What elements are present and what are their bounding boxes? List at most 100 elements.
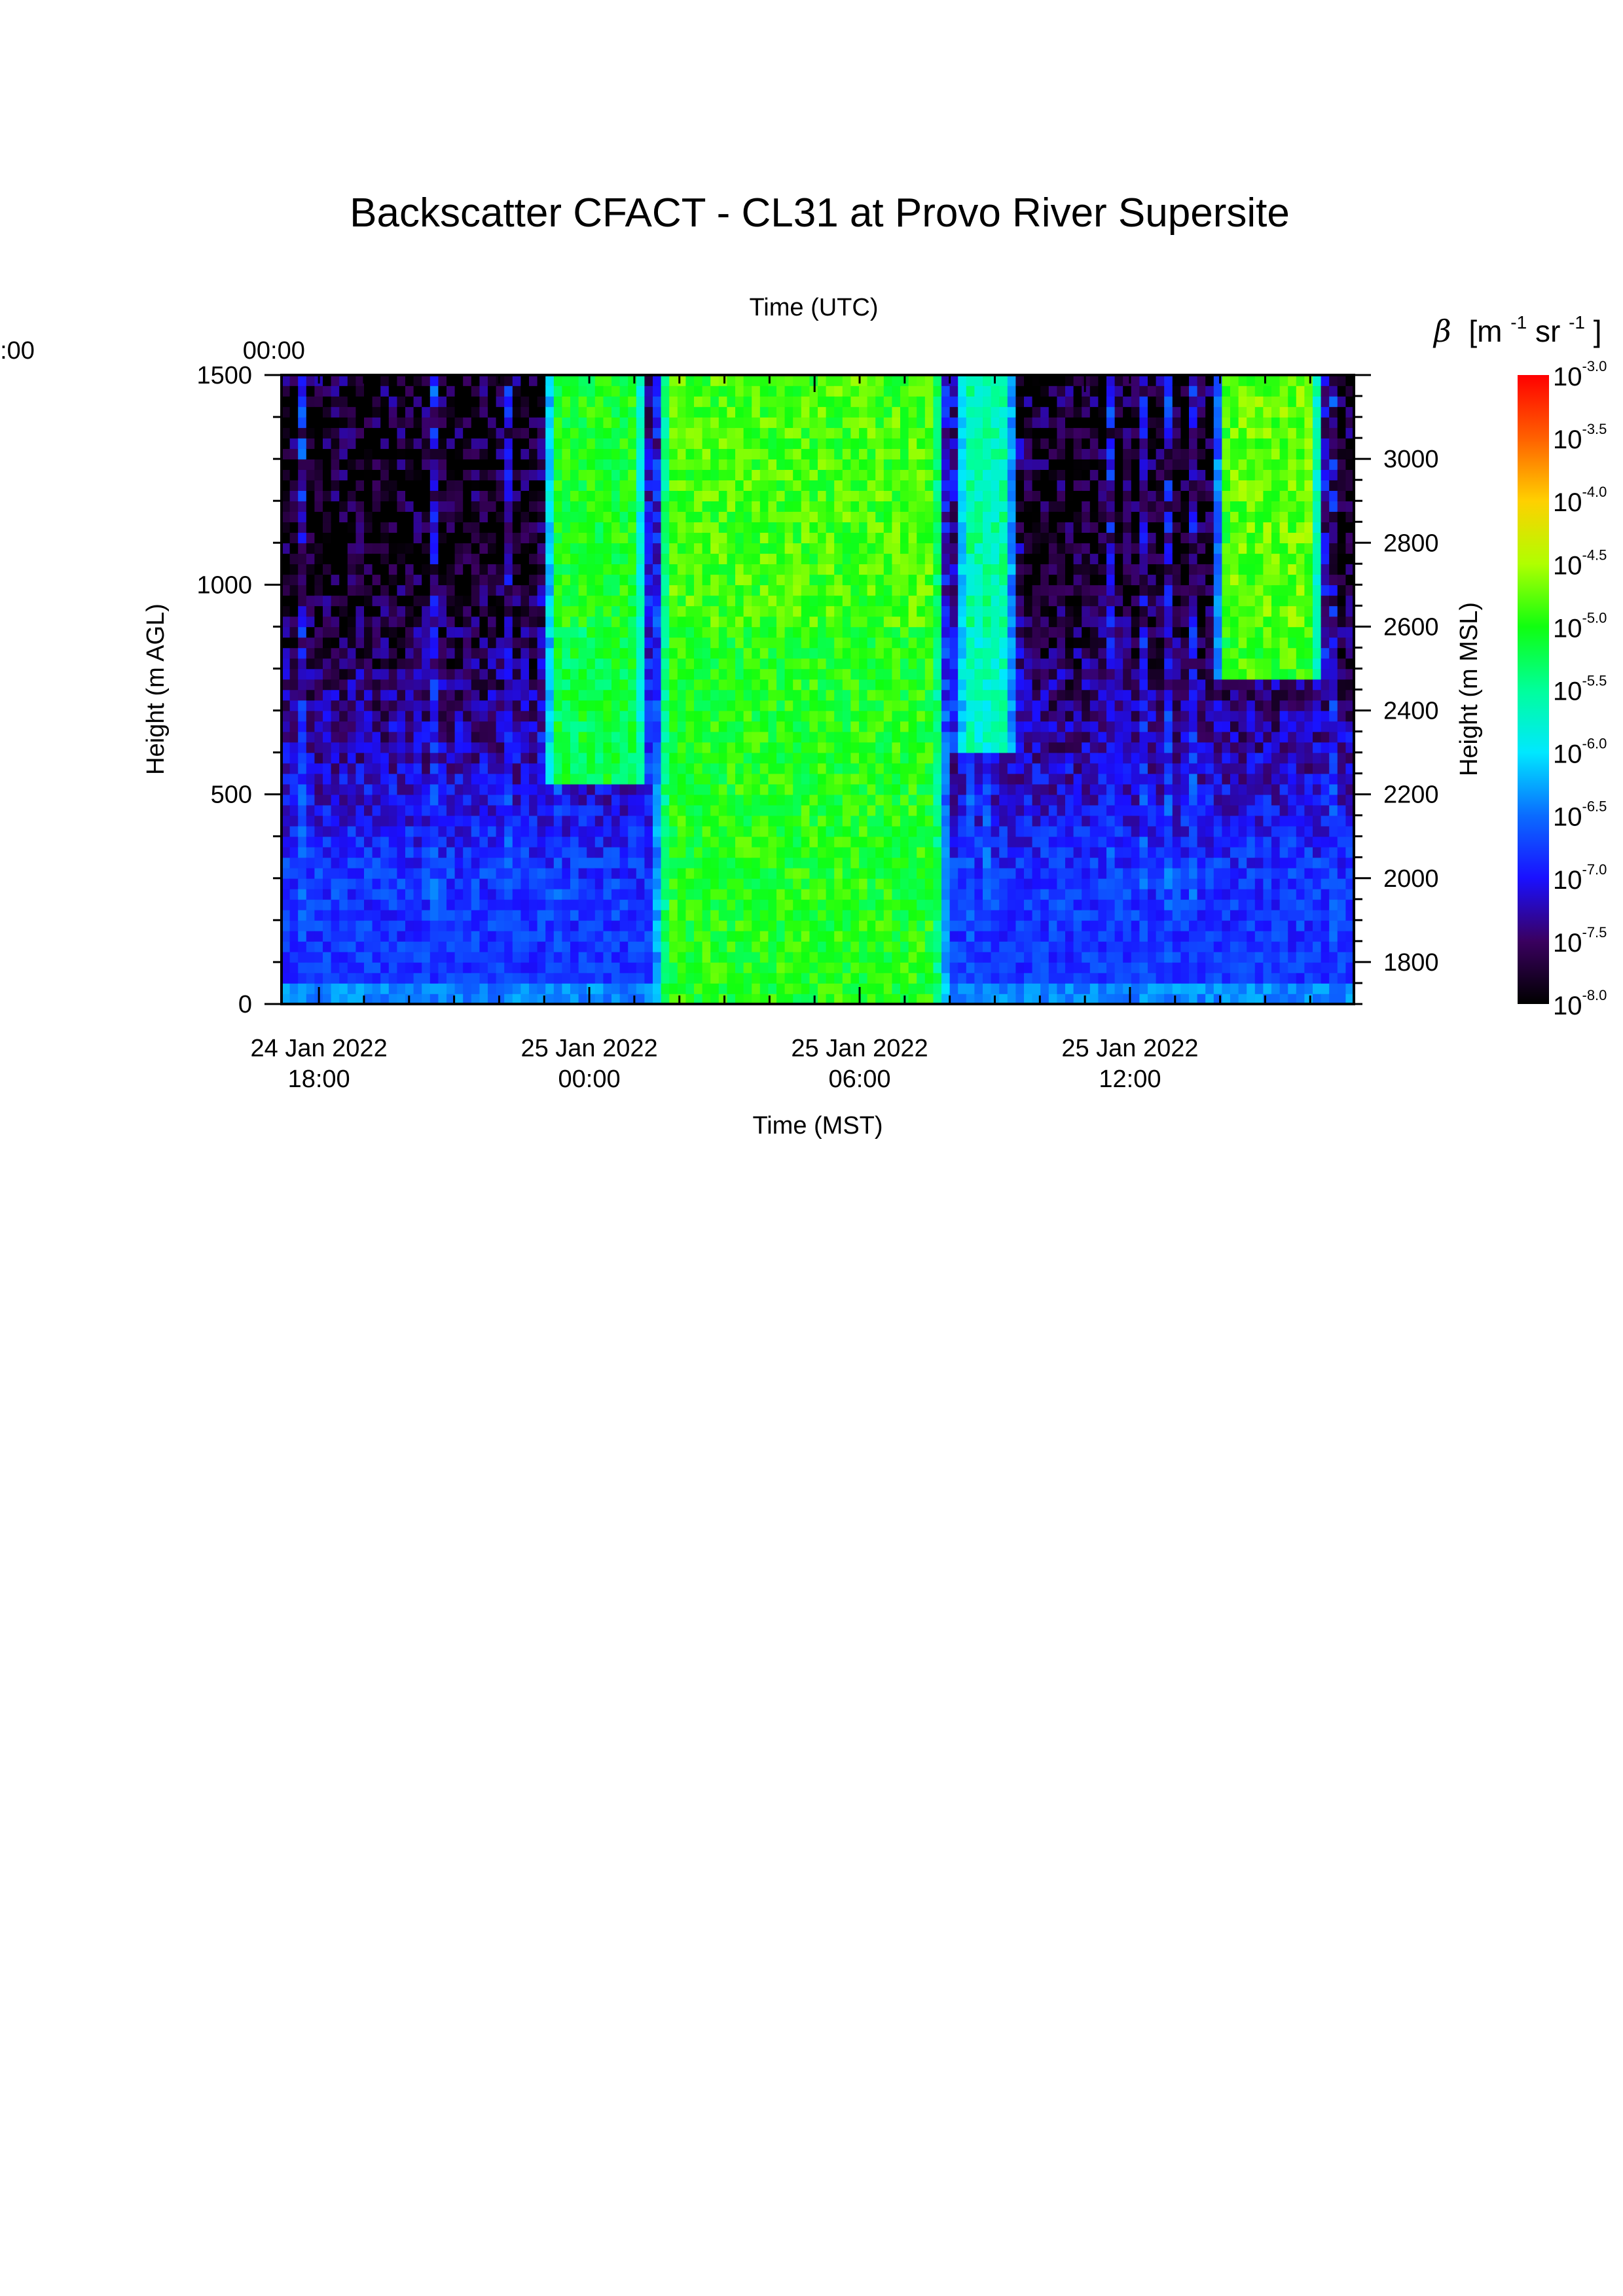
heatmap-cell (653, 480, 662, 491)
heatmap-cell (892, 857, 901, 869)
heatmap-cell (908, 490, 917, 501)
heatmap-cell (380, 647, 390, 659)
heatmap-cell (587, 626, 596, 638)
heatmap-cell (842, 532, 852, 544)
heatmap-cell (677, 721, 687, 732)
heatmap-cell (619, 647, 629, 659)
heatmap-cell (347, 637, 357, 649)
heatmap-cell (504, 417, 513, 428)
heatmap-cell (372, 941, 381, 952)
heatmap-cell (669, 469, 678, 480)
heatmap-cell (611, 700, 621, 711)
heatmap-cell (900, 501, 909, 512)
heatmap-cell (677, 804, 687, 816)
heatmap-cell (685, 647, 695, 659)
heatmap-cell (562, 553, 571, 565)
heatmap-cell (388, 930, 398, 942)
heatmap-cell (463, 742, 472, 753)
heatmap-cell (694, 846, 703, 858)
heatmap-cell (900, 762, 909, 774)
heatmap-cell (694, 825, 703, 837)
heatmap-cell (372, 438, 381, 449)
heatmap-cell (397, 427, 406, 439)
heatmap-cell (578, 501, 587, 512)
heatmap-cell (306, 564, 316, 575)
heatmap-cell (809, 543, 818, 554)
heatmap-cell (405, 815, 414, 827)
heatmap-cell (685, 972, 695, 984)
heatmap-cell (331, 480, 340, 491)
heatmap-cell (447, 427, 456, 439)
heatmap-cell (603, 752, 612, 764)
heatmap-cell (784, 700, 793, 711)
heatmap-cell (924, 867, 934, 879)
heatmap-cell (619, 867, 629, 879)
heatmap-cell (587, 448, 596, 459)
heatmap-cell (471, 490, 481, 501)
heatmap-cell (529, 961, 538, 973)
heatmap-cell (504, 543, 513, 554)
heatmap-cell (380, 700, 390, 711)
heatmap-cell (875, 564, 884, 575)
heatmap-cell (282, 920, 291, 931)
heatmap-cell (917, 930, 926, 942)
heatmap-cell (413, 972, 422, 984)
heatmap-cell (958, 417, 967, 428)
heatmap-cell (603, 679, 612, 691)
heatmap-cell (323, 878, 332, 889)
heatmap-cell (594, 553, 604, 565)
heatmap-cell (636, 511, 646, 523)
heatmap-cell (422, 595, 431, 607)
heatmap-cell (356, 888, 365, 900)
heatmap-cell (809, 783, 818, 795)
heatmap-cell (892, 783, 901, 795)
heatmap-cell (372, 543, 381, 554)
heatmap-cell (314, 794, 323, 806)
heatmap-cell (537, 658, 546, 670)
heatmap-cell (380, 972, 390, 984)
heatmap-cell (859, 480, 868, 491)
heatmap-cell (759, 846, 769, 858)
heatmap-cell (578, 752, 587, 764)
heatmap-cell (710, 700, 720, 711)
heatmap-cell (628, 438, 637, 449)
heatmap-cell (768, 930, 777, 942)
heatmap-cell (636, 532, 646, 544)
heatmap-cell (768, 532, 777, 544)
heatmap-cell (727, 909, 736, 921)
heatmap-cell (323, 386, 332, 397)
heatmap-cell (661, 406, 670, 418)
heatmap-cell (801, 427, 811, 439)
heatmap-cell (364, 595, 373, 607)
heatmap-cell (850, 658, 860, 670)
heatmap-cell (958, 584, 967, 596)
heatmap-cell (776, 951, 786, 963)
heatmap-cell (826, 783, 835, 795)
heatmap-cell (479, 993, 488, 1005)
heatmap-cell (314, 647, 323, 659)
heatmap-cell (702, 511, 711, 523)
heatmap-cell (636, 396, 646, 407)
heatmap-cell (850, 605, 860, 617)
heatmap-cell (422, 480, 431, 491)
heatmap-cell (793, 658, 802, 670)
heatmap-cell (594, 490, 604, 501)
heatmap-cell (718, 396, 728, 407)
heatmap-cell (537, 941, 546, 952)
heatmap-cell (834, 710, 843, 722)
heatmap-cell (958, 647, 967, 659)
heatmap-cell (669, 888, 678, 900)
heatmap-cell (405, 783, 414, 795)
heatmap-cell (793, 689, 802, 701)
heatmap-cell (949, 825, 958, 837)
heatmap-cell (743, 930, 752, 942)
heatmap-cell (892, 982, 901, 994)
heatmap-cell (347, 909, 357, 921)
heatmap-cell (529, 762, 538, 774)
heatmap-cell (397, 846, 406, 858)
heatmap-cell (282, 637, 291, 649)
heatmap-cell (768, 804, 777, 816)
heatmap-cell (710, 941, 720, 952)
heatmap-cell (471, 689, 481, 701)
heatmap-cell (429, 647, 439, 659)
